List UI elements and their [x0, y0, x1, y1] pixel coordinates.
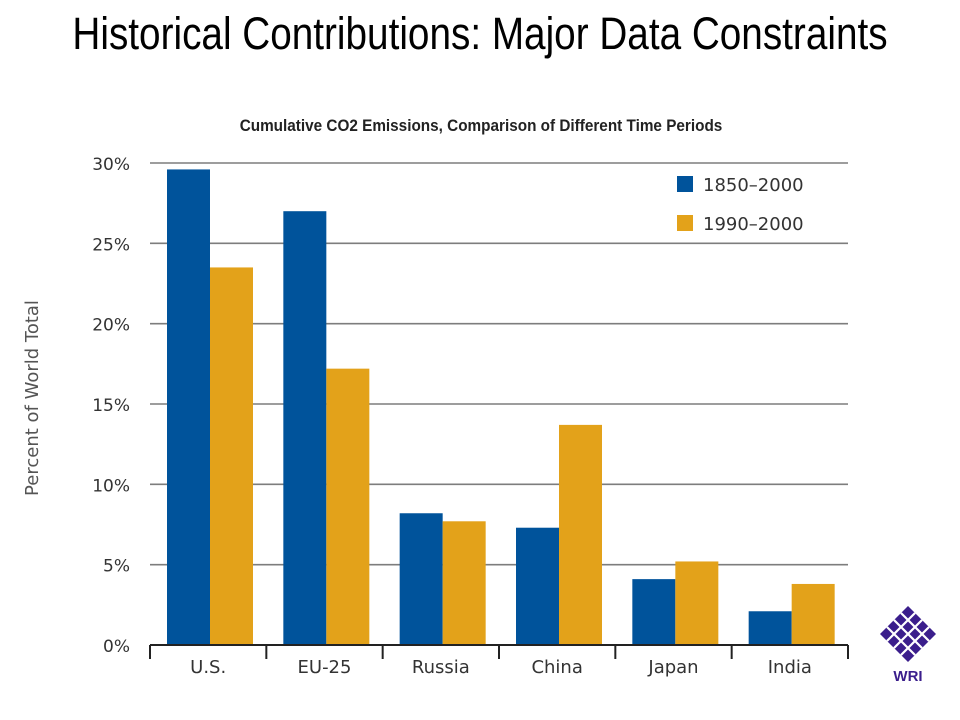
legend-label: 1990–2000 [703, 214, 804, 235]
x-tick-label: Japan [647, 657, 698, 678]
bar-japan-series-2 [675, 561, 719, 645]
slide-title: Historical Contributions: Major Data Con… [72, 8, 888, 59]
x-tick-label: EU-25 [298, 657, 352, 678]
legend-swatch [677, 176, 693, 192]
bar-china-series-1 [516, 527, 559, 645]
x-tick-label: U.S. [190, 657, 226, 678]
x-tick-label: China [531, 657, 582, 678]
wri-logo-text: WRI [893, 668, 922, 685]
bar-u-s--series-1 [167, 169, 210, 645]
y-axis-label: Percent of World Total [22, 300, 43, 496]
bar-russia-series-1 [399, 513, 443, 645]
y-tick-label: 10% [92, 476, 130, 496]
legend: 1850–2000 1990–2000 [677, 175, 804, 235]
x-tick-label: India [768, 657, 812, 678]
chart-title: Cumulative CO2 Emissions, Comparison of … [239, 116, 723, 135]
wri-logo-mark [880, 606, 936, 662]
y-tick-label: 15% [92, 396, 130, 416]
x-axis [149, 644, 849, 659]
bar-japan-series-1 [632, 579, 676, 645]
legend-label: 1850–2000 [703, 175, 804, 196]
y-tick-label: 25% [92, 235, 130, 255]
bar-eu-25-series-1 [283, 211, 327, 645]
y-tick-label: 5% [103, 557, 130, 577]
bar-india-series-1 [748, 611, 792, 645]
gridlines [150, 162, 848, 566]
bar-u-s--series-2 [210, 267, 253, 645]
x-tick-label: Russia [412, 657, 470, 678]
y-tick-label: 30% [92, 155, 130, 175]
bars [167, 169, 835, 645]
legend-swatch [677, 215, 693, 231]
y-tick-label: 0% [103, 637, 130, 657]
bar-china-series-2 [559, 424, 602, 645]
bar-india-series-2 [791, 583, 835, 645]
bar-russia-series-2 [442, 521, 486, 645]
bar-eu-25-series-2 [326, 368, 370, 645]
y-axis-ticks: 0% 5% 10% 15% 20% 25% 30% [92, 155, 130, 657]
y-tick-label: 20% [92, 316, 130, 336]
wri-logo: WRI [880, 606, 936, 685]
x-axis-ticks: U.S. EU-25 Russia China Japan India [190, 657, 812, 678]
